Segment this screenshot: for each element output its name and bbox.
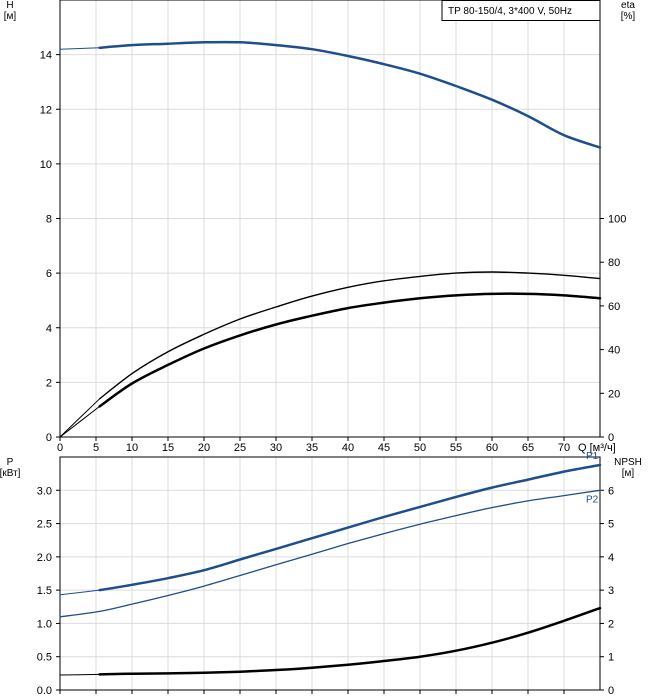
right-tick-label: 6 xyxy=(608,485,614,497)
left-tick-label: 10 xyxy=(40,159,52,171)
left-tick-label: 4 xyxy=(46,323,52,335)
series-line-extension xyxy=(59,47,101,50)
x-tick-label: 70 xyxy=(558,442,570,454)
right-tick-label: 40 xyxy=(608,345,620,357)
right-tick-label: 1 xyxy=(608,652,614,664)
x-tick-label: 65 xyxy=(522,442,534,454)
right-axis-label: eta xyxy=(621,0,635,11)
left-axis-label: P xyxy=(7,457,14,468)
left-tick-label: 6 xyxy=(46,268,52,280)
series-line-extension xyxy=(59,398,101,438)
left-axis-label: H xyxy=(6,0,13,11)
x-tick-label: 50 xyxy=(414,442,426,454)
right-tick-label: 4 xyxy=(608,552,614,564)
right-tick-label: 60 xyxy=(608,301,620,313)
right-axis-label: NPSH xyxy=(614,457,642,468)
x-tick-label: 30 xyxy=(270,442,282,454)
right-axis-unit: [м] xyxy=(622,468,635,479)
right-tick-label: 2 xyxy=(608,618,614,630)
right-tick-label: 0 xyxy=(608,432,614,444)
left-tick-label: 14 xyxy=(40,50,52,62)
left-tick-label: 2 xyxy=(46,377,52,389)
right-tick-label: 100 xyxy=(608,214,626,226)
chart-title: TP 80-150/4, 3*400 V, 50Hz xyxy=(448,6,572,17)
left-tick-label: 3.0 xyxy=(37,485,52,497)
x-tick-label: 5 xyxy=(93,442,99,454)
x-tick-label: 45 xyxy=(378,442,390,454)
left-tick-label: 0 xyxy=(46,432,52,444)
series-line-extension xyxy=(59,673,101,676)
left-tick-label: 1.5 xyxy=(37,585,52,597)
plot-frame xyxy=(59,456,601,691)
series-line-extension xyxy=(59,405,101,438)
x-tick-label: 15 xyxy=(162,442,174,454)
series-line xyxy=(98,606,602,676)
head-efficiency-panel: 0 2 4 6 8 10 12 14 0 20 40 60 80 100 0 5 10 15 20 25 30 35 40 4… xyxy=(4,0,636,454)
right-tick-label: 0 xyxy=(608,685,614,697)
left-axis-unit: [кВт] xyxy=(0,468,21,479)
left-axis-unit: [м] xyxy=(4,11,17,22)
x-tick-label: 0 xyxy=(57,442,63,454)
x-tick-label: 40 xyxy=(342,442,354,454)
series-line xyxy=(59,489,601,618)
x-tick-label: 35 xyxy=(306,442,318,454)
series-label: P2 xyxy=(586,494,599,505)
right-axis-unit: [%] xyxy=(621,11,636,22)
left-tick-label: 0.0 xyxy=(37,685,52,697)
x-tick-label: 60 xyxy=(486,442,498,454)
right-tick-label: 3 xyxy=(608,585,614,597)
left-tick-label: 0.5 xyxy=(37,652,52,664)
x-tick-label: 10 xyxy=(126,442,138,454)
series-line xyxy=(98,292,602,408)
series-line xyxy=(98,463,602,592)
left-tick-label: 12 xyxy=(40,104,52,116)
right-tick-label: 20 xyxy=(608,388,620,400)
x-tick-label: 20 xyxy=(198,442,210,454)
x-axis-label: Q [м³/ч] xyxy=(578,442,616,454)
left-tick-label: 2.5 xyxy=(37,519,52,531)
series-line xyxy=(98,40,602,149)
left-tick-label: 1.0 xyxy=(37,618,52,630)
series-label: P1 xyxy=(586,451,599,462)
left-tick-label: 2.0 xyxy=(37,552,52,564)
x-tick-label: 55 xyxy=(450,442,462,454)
series-line-extension xyxy=(59,589,101,596)
x-tick-label: 25 xyxy=(234,442,246,454)
title-box xyxy=(441,0,601,21)
series-line xyxy=(98,271,601,400)
left-tick-label: 8 xyxy=(46,214,52,226)
power-npsh-panel: 0.0 0.5 1.0 1.5 2.0 2.5 3.0 0 1 2 3 4 5 6 P[кВт] NPSH[м… xyxy=(0,451,642,697)
right-tick-label: 80 xyxy=(608,257,620,269)
right-tick-label: 5 xyxy=(608,519,614,531)
